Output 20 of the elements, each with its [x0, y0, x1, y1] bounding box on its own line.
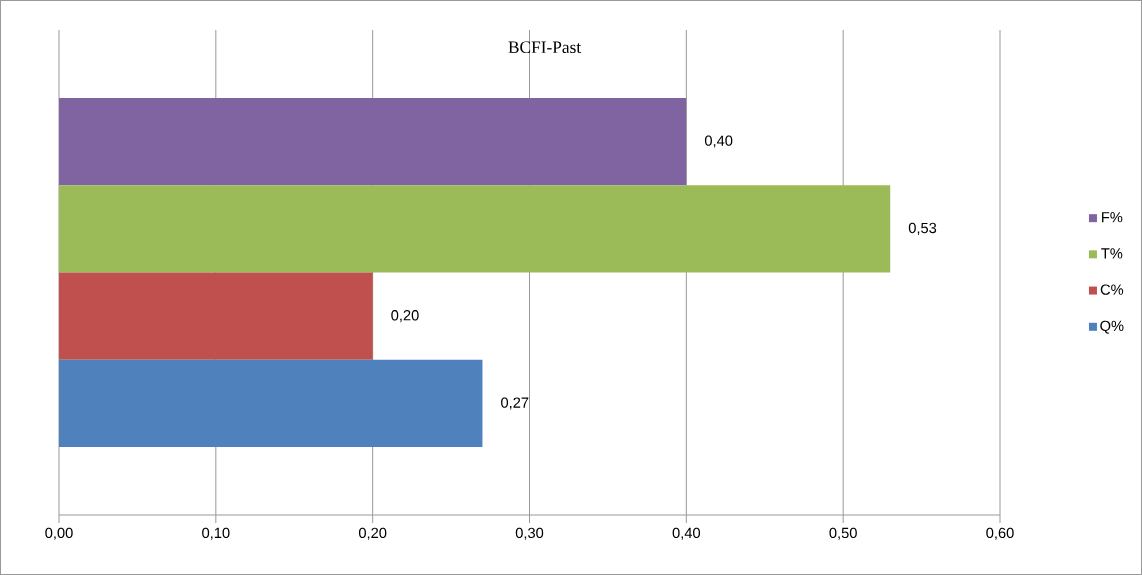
bar — [59, 359, 483, 448]
data-label: 0,27 — [501, 397, 529, 410]
data-label: 0,53 — [908, 222, 937, 235]
x-tick-label: 0,60 — [986, 527, 1014, 540]
x-tick-label: 0,00 — [45, 527, 73, 540]
x-tick-label: 0,40 — [672, 527, 701, 540]
x-tick-label: 0,10 — [202, 527, 230, 540]
x-tick-label: 0,50 — [829, 527, 857, 540]
bar — [59, 185, 891, 273]
data-label: 0,20 — [391, 310, 419, 323]
x-tick-label: 0,30 — [515, 527, 544, 540]
bar — [59, 97, 687, 186]
chart-title: BCFI-Past — [508, 41, 582, 54]
legend-label: C% — [1100, 284, 1124, 295]
data-label: 0,40 — [704, 135, 733, 148]
x-tick-label: 0,20 — [358, 527, 387, 540]
legend-label: Q% — [1100, 320, 1124, 334]
legend-label: T% — [1101, 248, 1123, 259]
bar — [59, 272, 373, 360]
legend-label: F% — [1102, 212, 1123, 223]
